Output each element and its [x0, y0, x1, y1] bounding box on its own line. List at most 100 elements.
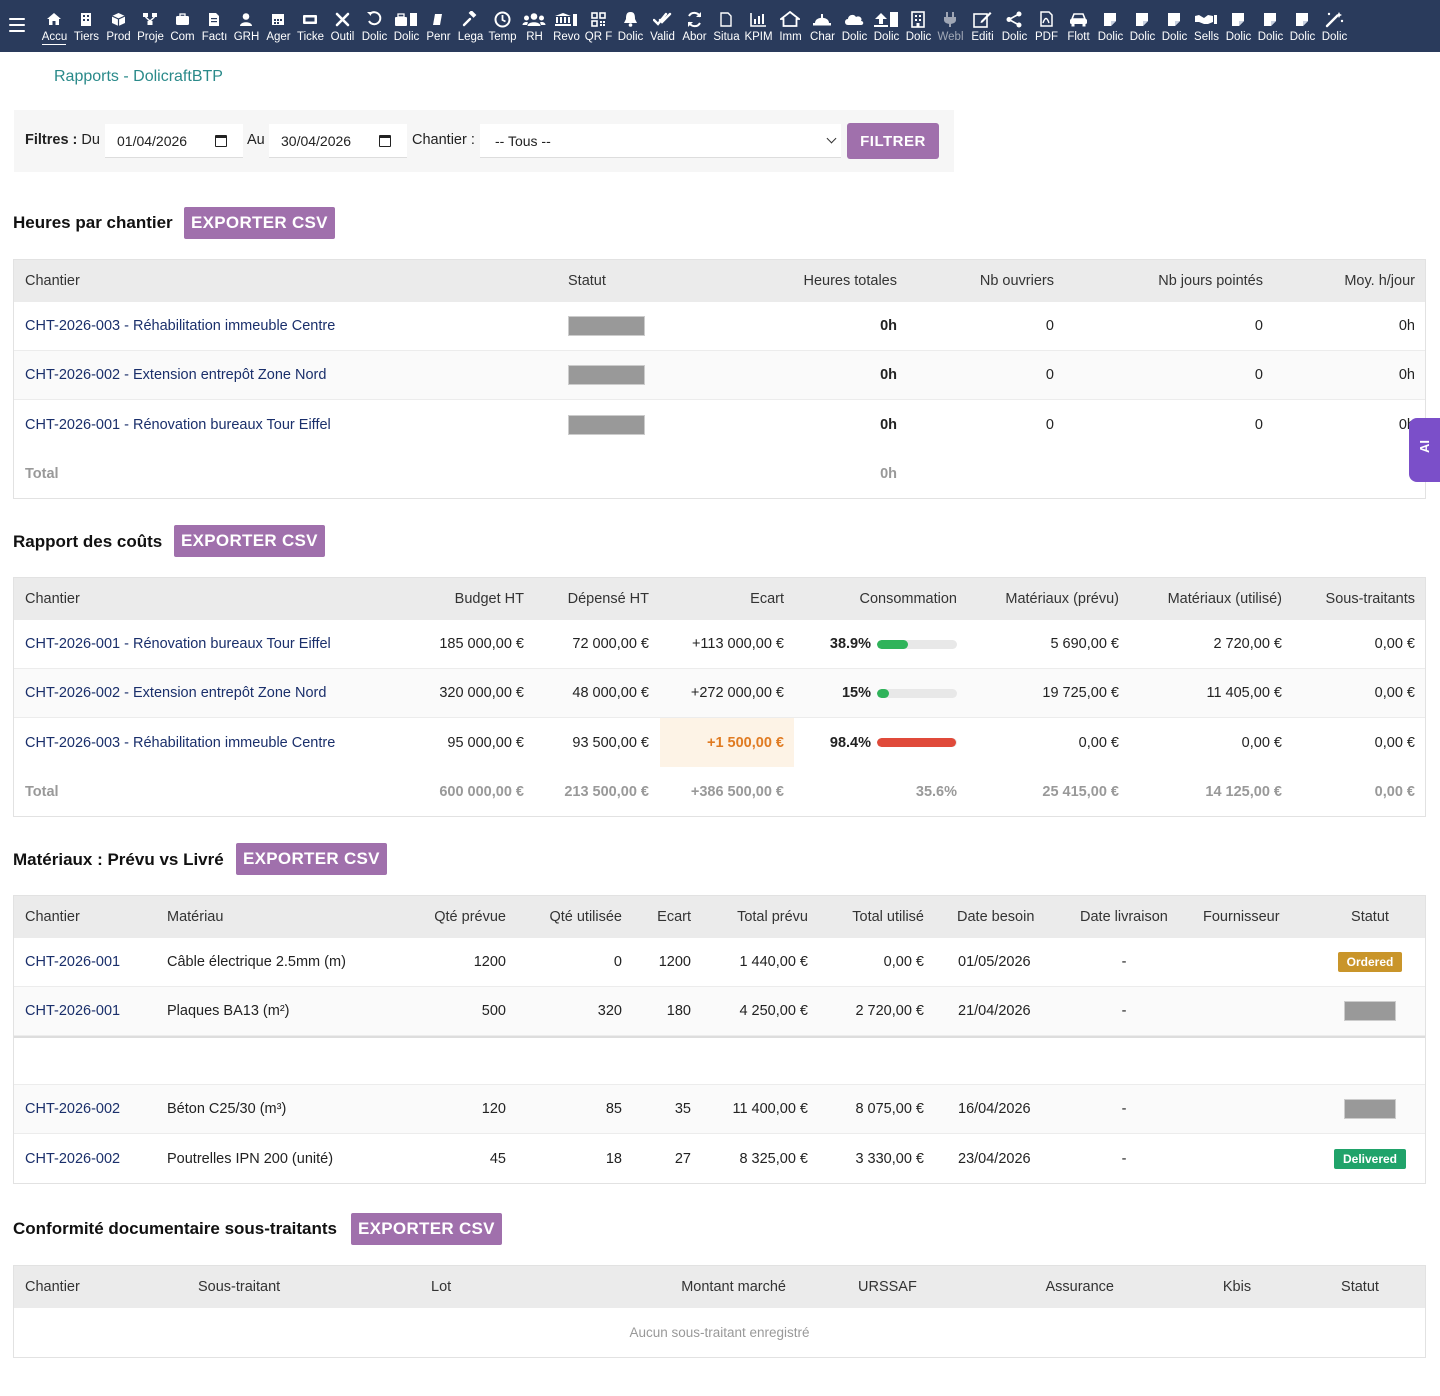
chantier-link[interactable]: CHT-2026-002 [25, 1101, 121, 1117]
consommation-progress-bar [877, 639, 957, 649]
nb-ouvriers: 0 [1045, 367, 1054, 383]
menu-item-temp[interactable]: Temp [486, 0, 518, 52]
menu-item-qr-f[interactable]: QR F [582, 0, 614, 52]
statut [1310, 987, 1430, 1035]
total-sous-traitants: 0,00 € [1374, 783, 1415, 800]
chantier-link[interactable]: CHT-2026-001 [25, 1003, 121, 1019]
date-to-input[interactable]: 30/04/2026 [269, 124, 407, 158]
menu-item-dolic[interactable]: Dolic [902, 0, 934, 52]
heures-totales: 0h [880, 367, 897, 383]
menu-item-com[interactable]: Com [166, 0, 198, 52]
qte-utilisee: 0 [613, 954, 622, 970]
menu-item-fact-[interactable]: Factı [198, 0, 230, 52]
export-compliance-csv-button[interactable]: EXPORTER CSV [351, 1213, 502, 1245]
menu-item-rh[interactable]: RH [518, 0, 550, 52]
menu-item-dolic[interactable]: Dolic [390, 0, 422, 52]
date-from-input[interactable]: 01/04/2026 [105, 124, 243, 158]
qte-utilisee: 85 [605, 1101, 622, 1117]
menu-item-outil[interactable]: Outil [326, 0, 358, 52]
chantier-link[interactable]: CHT-2026-002 - Extension entrepôt Zone N… [25, 367, 327, 383]
menu-item-flott[interactable]: Flott [1062, 0, 1094, 52]
col-heures-totales: Heures totales [803, 273, 898, 289]
menu-item-ticke[interactable]: Ticke [294, 0, 326, 52]
total-label: Total [25, 783, 59, 800]
menu-item-pdf[interactable]: PDF [1030, 0, 1062, 52]
menu-item-imm[interactable]: Imm [774, 0, 806, 52]
menu-item-dolic[interactable]: Dolic [998, 0, 1030, 52]
col-montant-marche: Montant marché [681, 1279, 786, 1295]
menu-item-accu[interactable]: Accu [38, 0, 70, 52]
menu-item-label: Outil [330, 31, 355, 43]
menu-item-label: Ticke [296, 31, 325, 43]
chantier-link[interactable]: CHT-2026-003 - Réhabilitation immeuble C… [25, 318, 336, 334]
menu-item-dolic[interactable]: Dolic [358, 0, 390, 52]
menu-item-dolic[interactable]: Dolic [1094, 0, 1126, 52]
menu-item-penr[interactable]: Penr [422, 0, 454, 52]
menu-item-editi[interactable]: Editi [966, 0, 998, 52]
date-besoin: 21/04/2026 [958, 1003, 1031, 1019]
export-materials-csv-button[interactable]: EXPORTER CSV [236, 843, 387, 875]
total-utilise: 0,00 € [883, 954, 924, 970]
menu-item-grh[interactable]: GRH [230, 0, 262, 52]
menu-item-dolic[interactable]: Dolic [1318, 0, 1350, 52]
menu-item-dolic[interactable]: Dolic [1126, 0, 1158, 52]
calendar-icon[interactable] [379, 135, 391, 147]
menu-item-webl[interactable]: Webl [934, 0, 966, 52]
chantier-link[interactable]: CHT-2026-001 - Rénovation bureaux Tour E… [25, 636, 331, 652]
budget-ht: 95 000,00 € [447, 734, 524, 751]
menu-item-dolic[interactable]: Dolic [838, 0, 870, 52]
menu-item-label: Situa [713, 31, 740, 43]
empty-message: Aucun sous-traitant enregistré [629, 1325, 810, 1340]
total-budget: 600 000,00 € [439, 783, 524, 800]
total-heures: 0h [880, 465, 897, 482]
menu-item-dolic[interactable]: Dolic [1254, 0, 1286, 52]
table-header: Chantier Matériau Qté prévue Qté utilisé… [14, 896, 1425, 938]
costs-total-row: Total 600 000,00 € 213 500,00 € +386 500… [14, 767, 1425, 816]
calendar-icon[interactable] [215, 135, 227, 147]
menu-item-revo[interactable]: Revo [550, 0, 582, 52]
materiaux-prevu: 0,00 € [1078, 734, 1119, 751]
consommation-value: 38.9% [829, 636, 871, 652]
menu-item-ager[interactable]: Ager [262, 0, 294, 52]
hamburger-menu-icon[interactable] [9, 18, 25, 32]
date-besoin: 01/05/2026 [958, 954, 1031, 970]
chantier-select[interactable]: -- Tous -- [480, 124, 841, 158]
total-prevu: 1 440,00 € [739, 954, 808, 970]
chantier-link[interactable]: CHT-2026-003 - Réhabilitation immeuble C… [25, 734, 336, 751]
ecart: +113 000,00 € [691, 636, 784, 652]
menu-item-valid[interactable]: Valid [646, 0, 678, 52]
menu-item-dolic[interactable]: Dolic [614, 0, 646, 52]
statut: Ordered [1310, 938, 1430, 986]
chantier-link[interactable]: CHT-2026-002 - Extension entrepôt Zone N… [25, 685, 327, 701]
ai-assistant-tab[interactable]: AI [1409, 418, 1440, 482]
menu-item-abor[interactable]: Abor [678, 0, 710, 52]
qte-utilisee: 320 [597, 1003, 622, 1019]
menu-item-tiers[interactable]: Tiers [70, 0, 102, 52]
menu-item-dolic[interactable]: Dolic [870, 0, 902, 52]
menu-item-kpim[interactable]: KPIM [742, 0, 774, 52]
chantier-link[interactable]: CHT-2026-001 [25, 954, 121, 970]
export-costs-csv-button[interactable]: EXPORTER CSV [174, 525, 325, 557]
menu-item-lega[interactable]: Lega [454, 0, 486, 52]
menu-item-label: Proje [137, 31, 164, 43]
col-assurance: Assurance [1045, 1279, 1114, 1295]
sous-traitants: 0,00 € [1374, 636, 1415, 652]
menu-item-char[interactable]: Char [806, 0, 838, 52]
menu-item-sells[interactable]: Sells [1190, 0, 1222, 52]
menu-item-proje[interactable]: Proje [134, 0, 166, 52]
menu-item-dolic[interactable]: Dolic [1158, 0, 1190, 52]
menu-item-dolic[interactable]: Dolic [1222, 0, 1254, 52]
menu-item-dolic[interactable]: Dolic [1286, 0, 1318, 52]
chantier-link[interactable]: CHT-2026-001 - Rénovation bureaux Tour E… [25, 416, 331, 433]
chantier-link[interactable]: CHT-2026-002 [25, 1150, 121, 1167]
date-livraison: - [1121, 954, 1127, 970]
menu-item-situa[interactable]: Situa [710, 0, 742, 52]
materiaux-utilise: 11 405,00 € [1206, 685, 1282, 701]
menu-item-label: Dolic [617, 31, 644, 43]
heures-totales: 0h [880, 416, 897, 433]
menu-item-prod[interactable]: Prod [102, 0, 134, 52]
ecart: +272 000,00 € [690, 685, 784, 701]
sync-icon [678, 9, 710, 29]
export-hours-csv-button[interactable]: EXPORTER CSV [184, 207, 335, 239]
filter-button[interactable]: FILTRER [847, 123, 939, 159]
